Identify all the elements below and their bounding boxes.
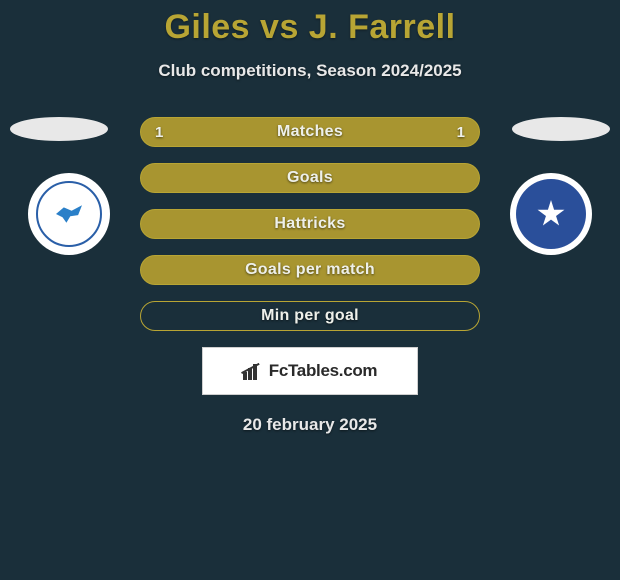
crest-icon	[516, 179, 586, 249]
stat-bar-goals-per-match: Goals per match	[140, 255, 480, 285]
stat-label: Goals	[287, 169, 333, 187]
player-photo-right	[512, 117, 610, 141]
stat-value-left: 1	[155, 124, 163, 141]
comparison-panel: 1 Matches 1 Goals Hattricks Goals per ma…	[0, 117, 620, 435]
club-badge-right	[510, 173, 592, 255]
stat-label: Min per goal	[261, 307, 359, 325]
stats-bars: 1 Matches 1 Goals Hattricks Goals per ma…	[140, 117, 480, 331]
bird-icon	[56, 203, 82, 225]
stat-value-right: 1	[457, 124, 465, 141]
stat-bar-matches: 1 Matches 1	[140, 117, 480, 147]
stat-bar-hattricks: Hattricks	[140, 209, 480, 239]
stat-label: Matches	[277, 123, 343, 141]
branding-text: FcTables.com	[269, 361, 378, 381]
chart-icon	[243, 362, 263, 380]
page-title: Giles vs J. Farrell	[0, 0, 620, 47]
date-label: 20 february 2025	[0, 415, 620, 435]
branding-box[interactable]: FcTables.com	[202, 347, 418, 395]
stat-label: Hattricks	[274, 215, 345, 233]
club-badge-left	[28, 173, 110, 255]
stat-bar-min-per-goal: Min per goal	[140, 301, 480, 331]
subtitle: Club competitions, Season 2024/2025	[0, 61, 620, 81]
stat-label: Goals per match	[245, 261, 375, 279]
shield-icon	[36, 181, 102, 247]
star-icon	[537, 200, 565, 228]
player-photo-left	[10, 117, 108, 141]
stat-bar-goals: Goals	[140, 163, 480, 193]
